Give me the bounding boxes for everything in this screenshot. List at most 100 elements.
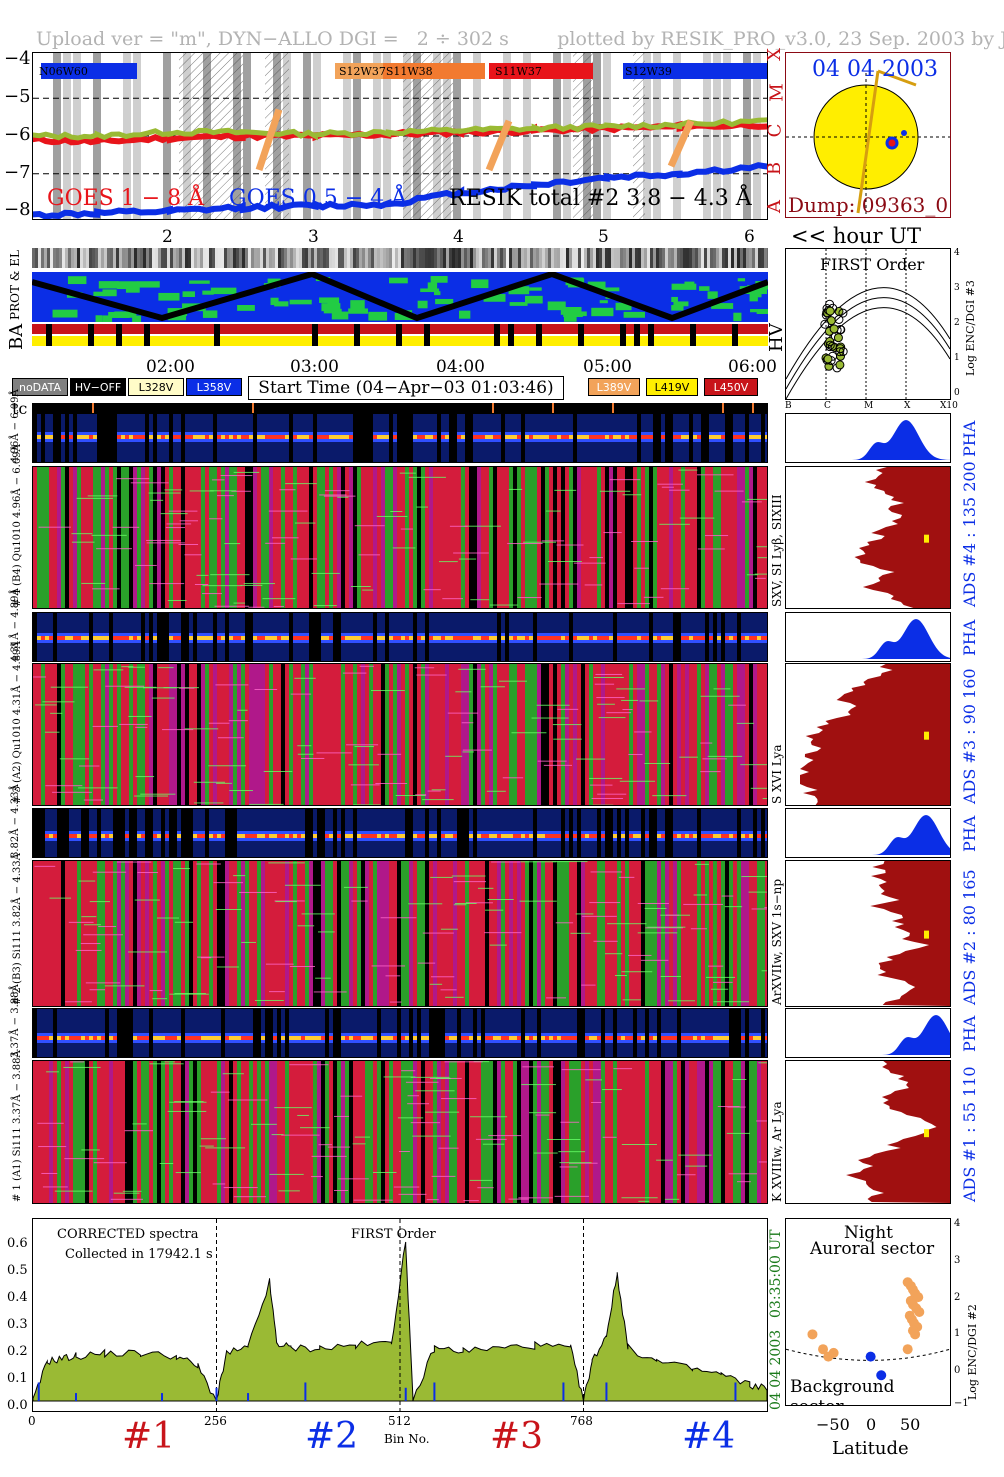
ads-streak — [622, 494, 642, 496]
ads-column — [481, 467, 485, 608]
ads-column — [625, 467, 629, 608]
ads-column — [165, 467, 169, 608]
orbit-green-patch — [587, 281, 606, 291]
pha-peak — [477, 636, 481, 640]
ads-column — [121, 1061, 125, 1203]
pha-peak — [133, 435, 137, 439]
ads-streak — [281, 1134, 320, 1136]
prot-el-cell — [113, 248, 116, 268]
ads-streak — [352, 1143, 366, 1145]
ads-streak — [212, 1183, 226, 1185]
ads-streak — [555, 922, 574, 924]
spec-ytick-6: 0.6 — [7, 1236, 28, 1251]
ads-column — [225, 861, 229, 1006]
ads-column — [273, 1061, 277, 1203]
pha-peak — [609, 435, 613, 439]
pha-peak — [509, 1036, 513, 1040]
pha-column — [53, 1009, 57, 1057]
ads-streak — [480, 686, 505, 688]
pha-peak — [397, 636, 401, 640]
ads-streak — [318, 1144, 333, 1146]
tc-tick — [92, 403, 94, 413]
prot-el-cell — [305, 248, 308, 268]
pha-peak — [69, 834, 73, 838]
pha-peak — [165, 1036, 169, 1040]
hv-gap — [354, 324, 360, 346]
ads-column — [621, 467, 625, 608]
ads-column — [153, 1061, 157, 1203]
ads-column — [45, 664, 49, 805]
ads-column — [413, 861, 417, 1006]
ads-streak — [353, 1199, 393, 1201]
pha-peak — [257, 636, 261, 640]
ads-streak — [616, 688, 645, 690]
ads-streak — [300, 757, 325, 759]
fo-point — [835, 360, 845, 370]
ads-streak — [638, 1200, 650, 1202]
lat-point — [902, 1344, 913, 1355]
ads-streak — [591, 1101, 602, 1103]
ads-streak — [757, 557, 767, 559]
orbit-green-patch — [52, 309, 78, 318]
orbit-green-patch — [684, 281, 695, 290]
ads-streak — [416, 506, 429, 508]
ads-column — [85, 664, 89, 805]
pha-peak — [753, 435, 757, 439]
pha-peak — [349, 636, 353, 640]
pha-peak — [101, 636, 105, 640]
ads-streak — [398, 1193, 427, 1195]
pha-column — [457, 809, 461, 857]
prot-el-cell — [413, 248, 416, 268]
pha-peak — [565, 1036, 569, 1040]
ads-streak — [453, 881, 487, 883]
fo-point — [835, 347, 845, 357]
ads-column — [681, 1061, 685, 1203]
pha-peak — [273, 834, 277, 838]
ads-column — [137, 664, 141, 805]
prot-el-cell — [548, 248, 551, 268]
pha-column — [121, 1009, 125, 1057]
pha-peak — [105, 636, 109, 640]
pha-peak — [37, 636, 41, 640]
ads-column — [369, 664, 373, 805]
ads-column — [741, 861, 745, 1006]
pha-peak — [377, 636, 381, 640]
ads-streak — [317, 931, 335, 933]
ads-streak — [429, 983, 443, 985]
ads-streak — [710, 988, 729, 990]
pha-column — [453, 414, 457, 462]
ads-streak — [581, 984, 596, 986]
pha-peak — [557, 435, 561, 439]
pha-peak — [205, 435, 209, 439]
ads-column — [625, 664, 629, 805]
pha-peak — [117, 435, 121, 439]
ads-streak — [351, 586, 371, 588]
orbit-green-patch — [563, 314, 577, 322]
ads-column — [393, 467, 397, 608]
ads-column — [37, 861, 41, 1006]
ads-streak — [475, 1138, 507, 1140]
pha-peak — [249, 435, 253, 439]
sun-axis-line — [856, 70, 880, 214]
ads-streak — [545, 510, 561, 512]
pha-peak — [545, 636, 549, 640]
prot-el-cell — [152, 248, 155, 268]
pha-column — [109, 613, 113, 661]
ads-column — [481, 1061, 485, 1203]
pha-peak — [381, 636, 385, 640]
pha-peak — [593, 435, 597, 439]
ads-column — [521, 1061, 525, 1203]
pha-peak — [585, 1036, 589, 1040]
ads-column — [117, 861, 121, 1006]
pha-column — [573, 414, 577, 462]
ads-streak — [167, 1110, 207, 1112]
prot-el-cell — [65, 248, 68, 268]
ads-streak — [573, 562, 606, 564]
spectrum-chart — [33, 1219, 767, 1411]
orbit-green-patch — [430, 276, 448, 283]
ads-column — [613, 664, 617, 805]
orbit-green-patch — [319, 297, 340, 303]
pha-peak — [517, 435, 521, 439]
prot-el-cell — [248, 248, 251, 268]
section-label-3: #3 — [490, 1416, 544, 1457]
